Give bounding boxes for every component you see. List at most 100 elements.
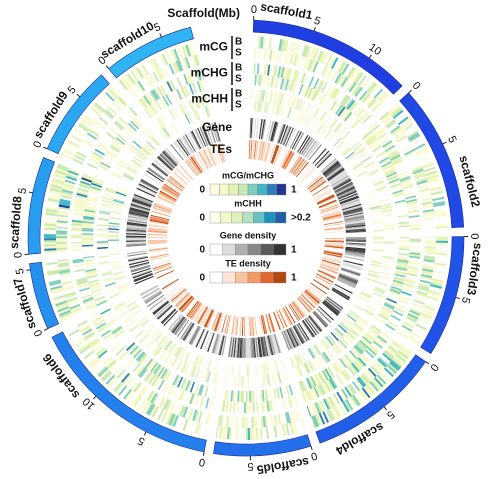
heat-cell <box>296 55 302 67</box>
heat-cell <box>300 352 307 363</box>
te-cell <box>324 241 344 244</box>
heat-cell <box>88 282 100 287</box>
heat-cell <box>180 417 187 430</box>
heat-cell <box>158 98 166 109</box>
gene-cell <box>299 136 312 155</box>
heat-cell <box>322 411 330 423</box>
heat-cell <box>361 130 371 139</box>
heat-cell <box>394 273 406 278</box>
heat-cell <box>334 90 342 101</box>
heat-cell <box>119 350 129 360</box>
heat-cell <box>172 345 180 356</box>
heat-cell <box>139 65 148 77</box>
heat-cell <box>370 379 381 391</box>
heat-cell <box>307 405 314 417</box>
gene-cell <box>176 319 189 337</box>
heat-cell <box>54 298 67 305</box>
heat-cell <box>117 96 127 106</box>
heat-cell <box>362 131 372 140</box>
heat-cell <box>44 231 57 235</box>
gene-cell <box>184 323 196 342</box>
gene-cell <box>299 322 311 340</box>
gene-cell <box>249 337 251 358</box>
heat-cell <box>369 266 381 271</box>
heat-cell <box>303 74 310 86</box>
legend-swatch <box>219 183 230 196</box>
heat-cell <box>229 364 233 376</box>
heat-cell <box>255 416 258 428</box>
heat-cell <box>404 191 416 197</box>
heat-cell <box>275 92 280 104</box>
heat-cell <box>405 276 417 281</box>
heat-cell <box>407 205 419 210</box>
heat-cell <box>196 383 202 395</box>
heat-cell <box>94 295 105 302</box>
heat-cell <box>403 281 415 286</box>
te-cell <box>321 209 340 216</box>
heat-cell <box>368 268 380 273</box>
heat-cell <box>329 332 338 343</box>
heat-cell <box>424 248 436 251</box>
heat-cell <box>325 130 334 140</box>
te-cell <box>157 194 176 204</box>
heat-cell <box>316 385 323 396</box>
heat-cell <box>174 415 181 428</box>
heat-cell <box>173 375 181 387</box>
heat-cell <box>339 358 348 369</box>
heat-cell <box>49 190 62 195</box>
gene-cell <box>300 321 313 339</box>
heat-cell <box>423 166 436 173</box>
gene-cell <box>139 180 159 192</box>
heat-cell <box>81 175 93 181</box>
heat-cell <box>354 87 363 97</box>
heat-cell <box>361 353 371 363</box>
heat-cell <box>89 358 101 368</box>
heat-cell <box>165 383 173 395</box>
heat-cell <box>165 354 173 365</box>
heat-cell <box>355 392 364 404</box>
heat-cell <box>165 51 173 64</box>
te-cell <box>297 297 312 312</box>
heat-cell <box>44 217 58 221</box>
heat-cell <box>147 140 157 149</box>
te-cell <box>324 229 344 232</box>
heat-cell <box>388 293 399 299</box>
heat-cell <box>277 372 282 384</box>
heat-cell <box>291 97 297 109</box>
heat-cell <box>290 410 295 423</box>
heat-cell <box>424 242 436 245</box>
gene-cell <box>239 337 242 358</box>
heat-cell <box>396 300 408 307</box>
heat-cell <box>376 131 386 140</box>
heat-cell <box>319 383 327 395</box>
legend-swatch <box>209 183 220 196</box>
gene-cell <box>330 173 348 185</box>
heat-cell <box>381 307 392 315</box>
te-cell <box>159 191 177 202</box>
heat-cell <box>358 174 370 181</box>
heat-cell <box>379 310 391 318</box>
heat-cell <box>257 74 261 86</box>
heat-cell <box>211 372 216 384</box>
heat-cell <box>82 234 94 237</box>
heat-cell <box>400 119 412 129</box>
te-cell <box>293 300 306 317</box>
heat-cell <box>415 147 428 155</box>
gene-cell <box>278 124 286 144</box>
gene-cell <box>142 175 161 187</box>
heat-cell <box>392 189 404 195</box>
heat-cell <box>363 160 374 168</box>
heat-cell <box>80 180 92 186</box>
heat-cell <box>198 80 204 92</box>
gene-cell <box>130 203 151 211</box>
heat-cell <box>330 331 339 342</box>
te-cell <box>310 283 327 296</box>
heat-cell <box>315 343 323 354</box>
heat-cell <box>370 209 382 214</box>
heat-cell <box>389 344 400 353</box>
heat-cell <box>186 380 192 392</box>
te-cell <box>323 250 343 255</box>
gene-cell <box>255 337 259 358</box>
heat-cell <box>341 356 350 367</box>
gene-cell <box>166 312 181 329</box>
